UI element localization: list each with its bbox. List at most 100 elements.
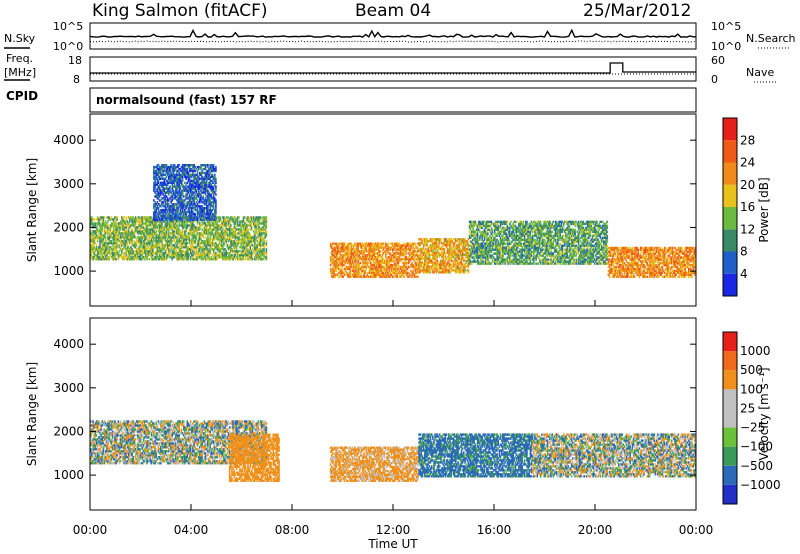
- power-cell: [162, 254, 164, 257]
- power-cell: [187, 236, 190, 239]
- power-cell: [116, 244, 118, 247]
- power-cell: [158, 246, 161, 249]
- power-cell: [148, 258, 151, 261]
- power-cell: [138, 226, 140, 229]
- power-cell: [173, 232, 176, 235]
- power-cell: [165, 240, 168, 243]
- power-cell: [96, 222, 99, 225]
- power-cell: [181, 228, 184, 231]
- power-cell: [140, 238, 143, 241]
- power-cell: [92, 218, 94, 221]
- power-cell: [102, 236, 105, 239]
- power-cell: [183, 238, 185, 241]
- power-cell: [111, 218, 114, 221]
- power-cell: [129, 218, 131, 221]
- power-cell: [171, 252, 174, 255]
- power-cell: [188, 238, 191, 241]
- power-cell: [158, 234, 161, 237]
- power-cell: [157, 248, 160, 251]
- power-cell: [168, 254, 170, 257]
- power-cell: [104, 254, 107, 257]
- power-cell: [150, 226, 153, 229]
- power-cell: [139, 232, 141, 235]
- power-cell: [99, 222, 101, 225]
- power-cell: [153, 220, 155, 223]
- power-cell: [142, 240, 145, 243]
- power-cell: [148, 218, 151, 221]
- power-cell: [189, 246, 192, 249]
- power-cell: [130, 216, 132, 219]
- power-cell: [149, 242, 152, 245]
- power-cell: [123, 216, 125, 219]
- power-cell: [113, 222, 115, 225]
- power-cell: [145, 252, 147, 255]
- power-cell: [168, 252, 170, 255]
- power-cell: [149, 224, 152, 227]
- power-cell: [90, 232, 92, 235]
- power-cell: [104, 224, 107, 227]
- power-cell: [186, 248, 188, 251]
- power-cell: [130, 234, 132, 237]
- power-cell: [382, 242, 385, 245]
- power-cell: [103, 250, 106, 253]
- power-cell: [160, 238, 162, 241]
- power-cell: [172, 234, 175, 237]
- power-cell: [134, 236, 137, 239]
- power-heatmap: [90, 164, 697, 278]
- power-cell: [133, 222, 136, 225]
- power-cell: [116, 226, 118, 229]
- power-cell: [214, 173, 216, 177]
- power-cell: [166, 254, 169, 257]
- power-cell: [143, 238, 146, 241]
- power-cell: [131, 216, 133, 219]
- power-cell: [116, 238, 118, 241]
- power-cell: [108, 216, 110, 219]
- power-cell: [121, 250, 123, 253]
- power-cell: [157, 250, 160, 253]
- power-cell: [127, 252, 130, 255]
- power-cell: [102, 256, 105, 259]
- power-cell: [189, 258, 192, 261]
- power-cell: [147, 216, 149, 219]
- power-cell: [130, 232, 132, 235]
- power-cell: [108, 236, 110, 239]
- power-cell: [131, 244, 133, 247]
- power-cell: [161, 248, 163, 251]
- power-cell: [114, 238, 116, 241]
- power-cell: [91, 236, 93, 239]
- power-cell: [104, 248, 107, 251]
- power-cell: [135, 252, 138, 255]
- power-cell: [106, 230, 108, 233]
- power-cell: [125, 228, 128, 231]
- power-cell: [160, 224, 162, 227]
- power-cell: [156, 244, 159, 247]
- power-cell: [124, 226, 126, 229]
- power-cell: [115, 252, 117, 255]
- power-cell: [177, 254, 179, 257]
- power-cell: [140, 254, 143, 257]
- power-cell: [142, 222, 145, 225]
- power-cell: [170, 222, 172, 225]
- power-cell: [154, 222, 156, 225]
- power-cell: [186, 222, 188, 225]
- power-cell: [119, 234, 122, 237]
- power-cell: [184, 220, 186, 223]
- power-cell: [165, 220, 168, 223]
- power-cell: [137, 254, 139, 257]
- power-cell: [126, 224, 129, 227]
- power-cell: [215, 177, 217, 180]
- power-cell: [156, 254, 159, 257]
- power-cell: [121, 232, 123, 235]
- power-cell: [135, 258, 138, 261]
- power-cell: [163, 258, 166, 261]
- power-cell: [178, 254, 180, 257]
- power-cell: [168, 234, 170, 237]
- power-cell: [130, 258, 132, 261]
- power-cell: [149, 252, 152, 255]
- power-cell: [110, 252, 113, 255]
- power-cell: [109, 228, 112, 231]
- power-cell: [145, 222, 147, 225]
- power-cell: [164, 250, 167, 253]
- power-cell: [117, 234, 120, 237]
- power-cell: [134, 218, 137, 221]
